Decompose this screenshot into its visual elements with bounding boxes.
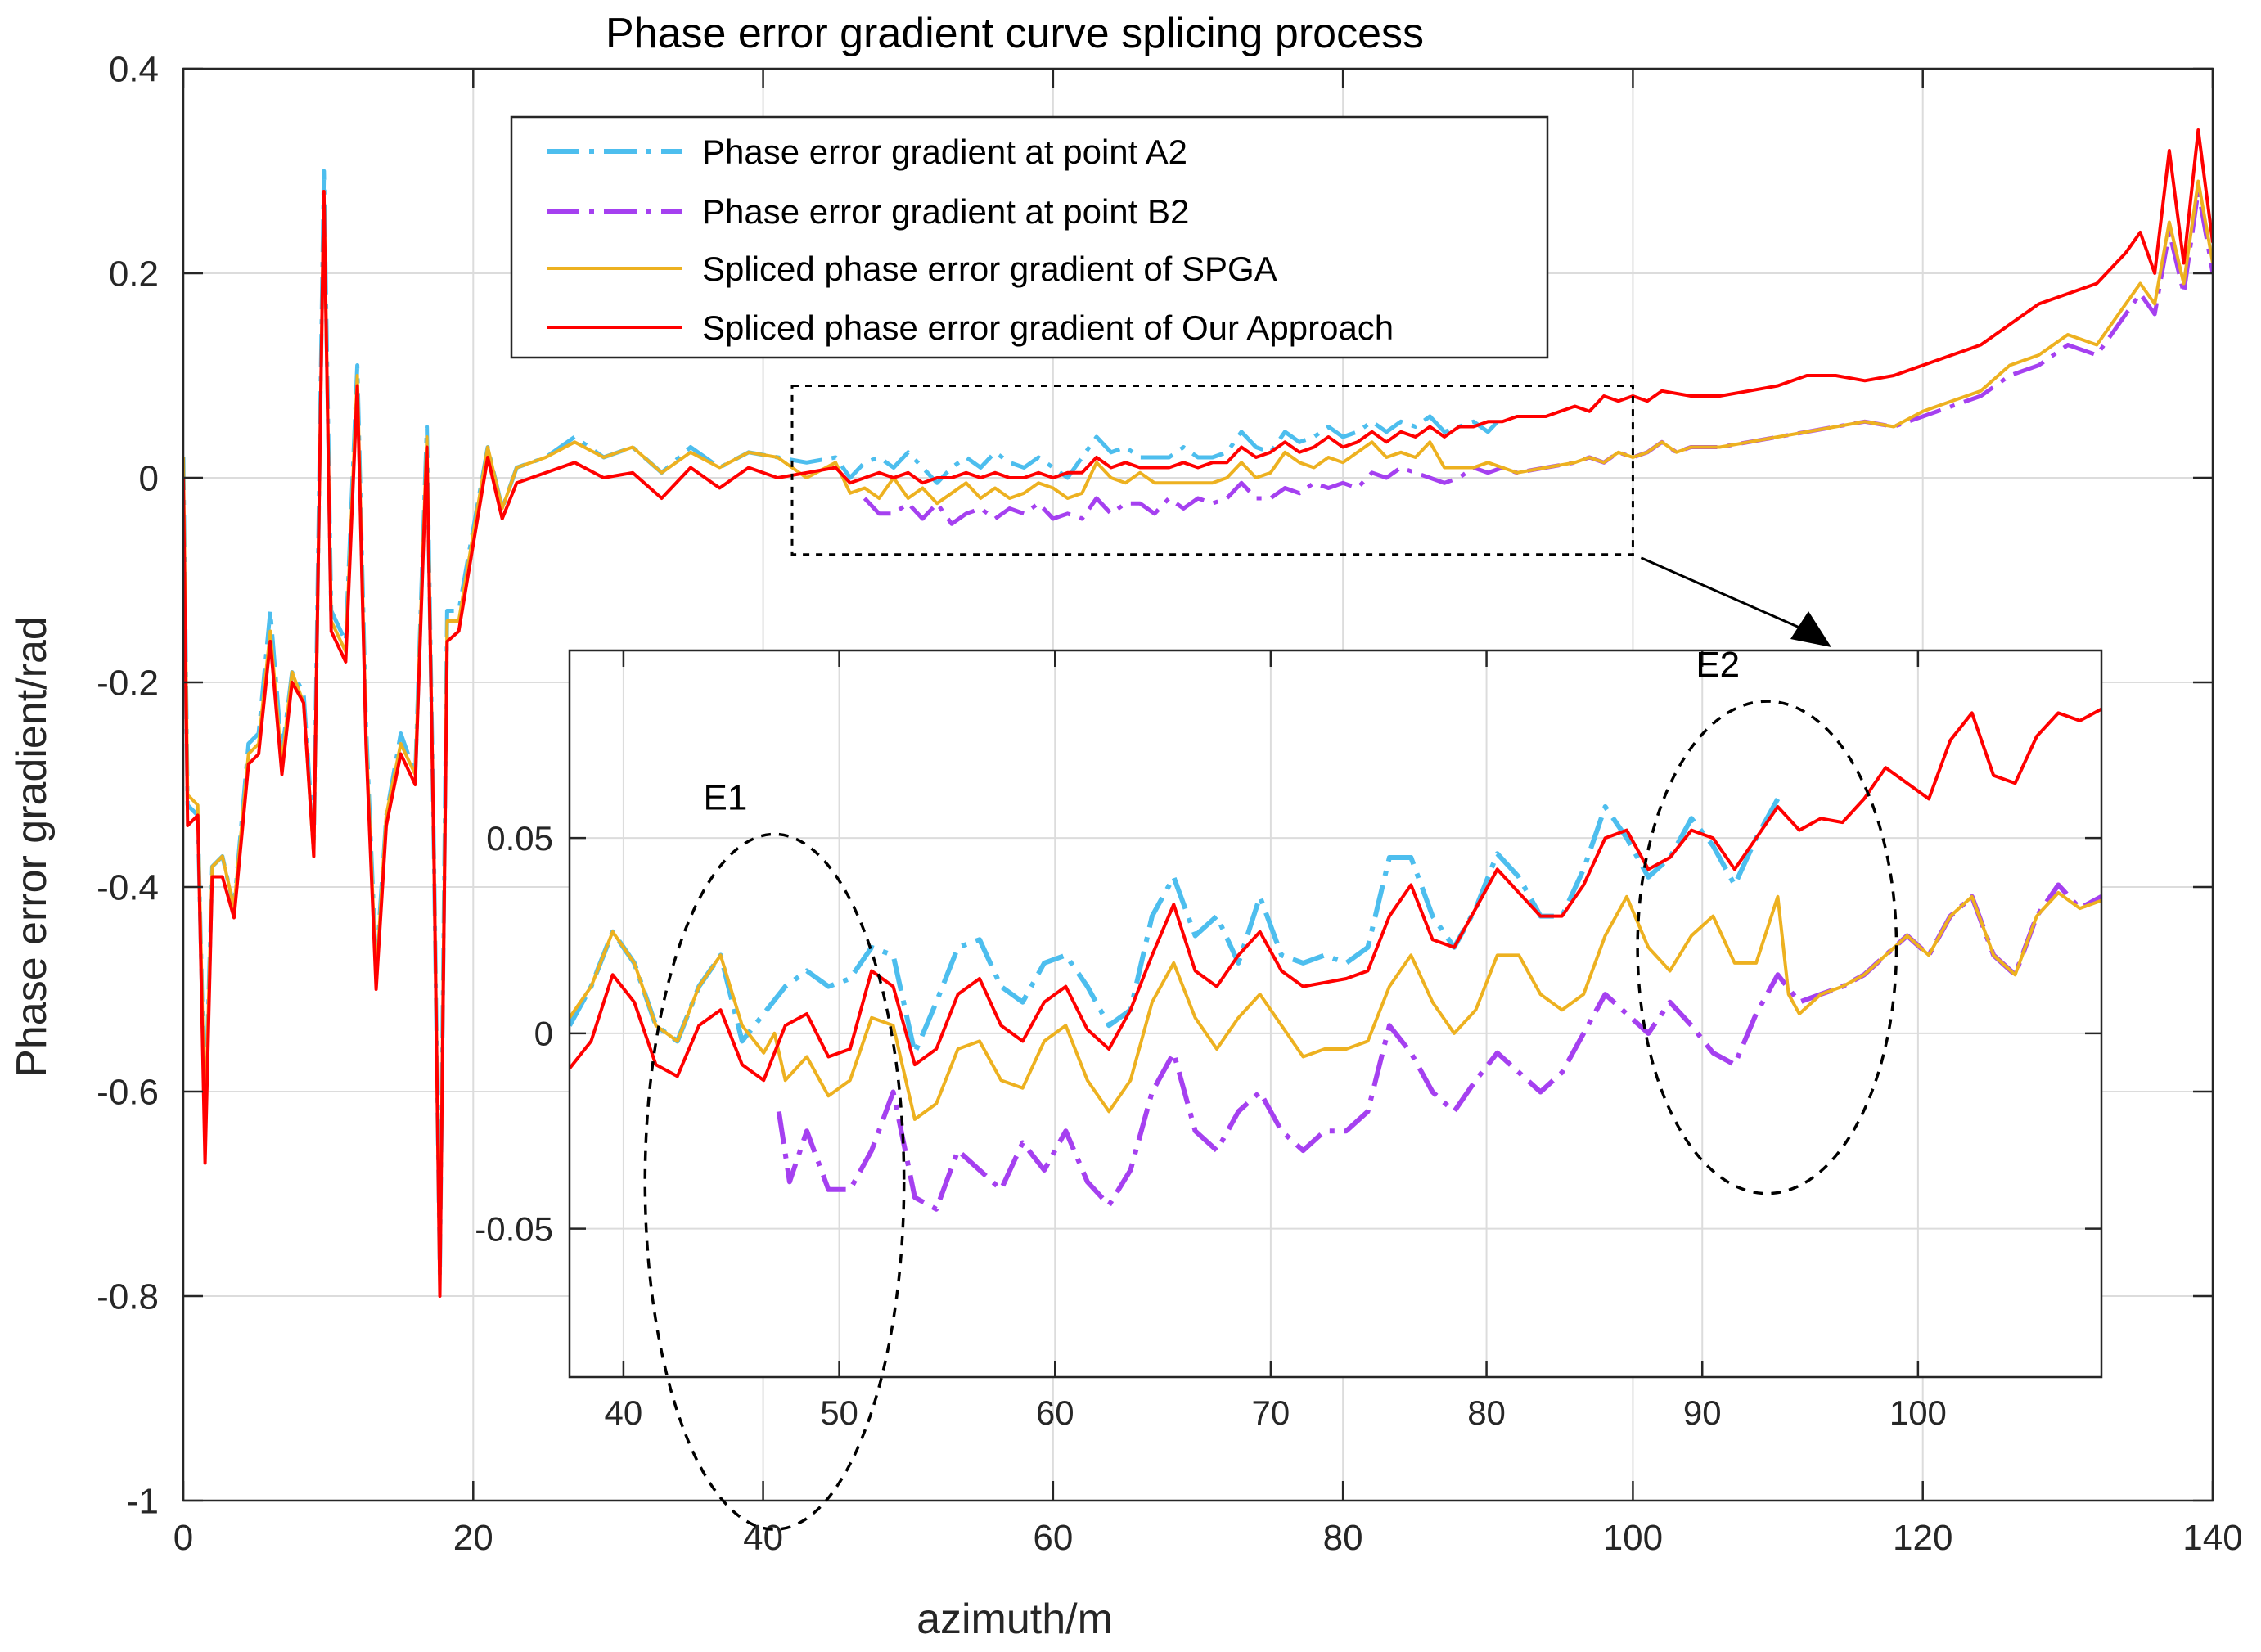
annotation-ellipse-e1 bbox=[643, 832, 906, 1531]
main-xtick-label: 120 bbox=[1893, 1518, 1952, 1558]
inset-ytick-label: -0.05 bbox=[475, 1209, 553, 1248]
inset-background bbox=[570, 650, 2101, 1377]
inset-annotations: E1 E2 bbox=[643, 645, 1898, 1531]
annotation-label-e1: E1 bbox=[703, 777, 747, 817]
inset-xtick-label: 40 bbox=[605, 1393, 643, 1432]
legend-label-ours: Spliced phase error gradient of Our Appr… bbox=[702, 308, 1394, 347]
inset-ytick-label: 0 bbox=[534, 1015, 553, 1053]
inset-series-phase-error-gradient-at-point-a2 bbox=[570, 797, 1781, 1056]
inset-xtick-label: 90 bbox=[1683, 1393, 1722, 1432]
inset-xtick-label: 60 bbox=[1036, 1393, 1074, 1432]
inset-xtick-label: 100 bbox=[1889, 1393, 1947, 1432]
inset-series-spliced-phase-error-gradient-of-our-approach bbox=[570, 707, 2101, 1083]
main-ytick-label: 0.2 bbox=[109, 254, 159, 294]
inset-xtick-label: 80 bbox=[1467, 1393, 1506, 1432]
main-axes: 0 20 40 60 80 100 120 140 -1 -0.8 -0.6 -0.4 -0.2 0 0.2… bbox=[97, 49, 2243, 1558]
y-axis-label: Phase error gradient/rad bbox=[8, 616, 56, 1078]
inset-ytick-label: 0.05 bbox=[486, 819, 553, 858]
inset-axes: 40 50 60 70 80 90 100 -0.05 0 0.05 bbox=[475, 649, 2103, 1432]
legend-box bbox=[510, 115, 1549, 359]
annotation-ellipse-e2 bbox=[1636, 700, 1898, 1195]
annotation-label-e2: E2 bbox=[1696, 645, 1740, 685]
zoom-arrow-line bbox=[1640, 556, 1808, 632]
inset-xtick-label: 70 bbox=[1252, 1393, 1290, 1432]
x-axis-label: azimuth/m bbox=[917, 1596, 1113, 1643]
main-xtick-label: 140 bbox=[2182, 1518, 2242, 1558]
main-xtick-label: 0 bbox=[173, 1518, 193, 1558]
main-ytick-label: 0.4 bbox=[109, 49, 159, 89]
zoom-arrow-head bbox=[1790, 611, 1831, 647]
main-xtick-label: 20 bbox=[453, 1518, 493, 1558]
legend-label-spga: Spliced phase error gradient of SPGA bbox=[702, 250, 1277, 288]
zoom-region-box bbox=[790, 385, 1634, 556]
main-ytick-label: -0.6 bbox=[97, 1072, 159, 1112]
main-ytick-label: -0.4 bbox=[97, 867, 159, 907]
legend: Phase error gradient at point A2 Phase e… bbox=[510, 115, 1549, 359]
main-xtick-label: 80 bbox=[1323, 1518, 1363, 1558]
main-ytick-label: -1 bbox=[127, 1481, 159, 1521]
main-xtick-label: 100 bbox=[1603, 1518, 1663, 1558]
main-axes-frame bbox=[182, 67, 2214, 1502]
main-ytick-label: -0.2 bbox=[97, 663, 159, 703]
main-xtick-label: 60 bbox=[1033, 1518, 1073, 1558]
inset-plot-area bbox=[570, 707, 2101, 1212]
inset-grid bbox=[570, 650, 2101, 1377]
main-series-phase-error-gradient-at-point-b2 bbox=[863, 189, 2213, 526]
main-ytick-label: -0.8 bbox=[97, 1276, 159, 1317]
inset-axes-frame bbox=[568, 649, 2103, 1379]
main-plot-area bbox=[183, 128, 2213, 1298]
legend-label-b2: Phase error gradient at point B2 bbox=[702, 192, 1189, 231]
main-series-spliced-phase-error-gradient-of-our-approach bbox=[183, 128, 2213, 1298]
inset-series-spliced-phase-error-gradient-of-spga bbox=[570, 891, 2101, 1121]
inset-xtick-label: 50 bbox=[820, 1393, 858, 1432]
zoom-arrow bbox=[1640, 556, 1831, 647]
chart-title: Phase error gradient curve splicing proc… bbox=[606, 10, 1424, 57]
main-ytick-label: 0 bbox=[139, 458, 159, 498]
legend-label-a2: Phase error gradient at point A2 bbox=[702, 133, 1187, 171]
